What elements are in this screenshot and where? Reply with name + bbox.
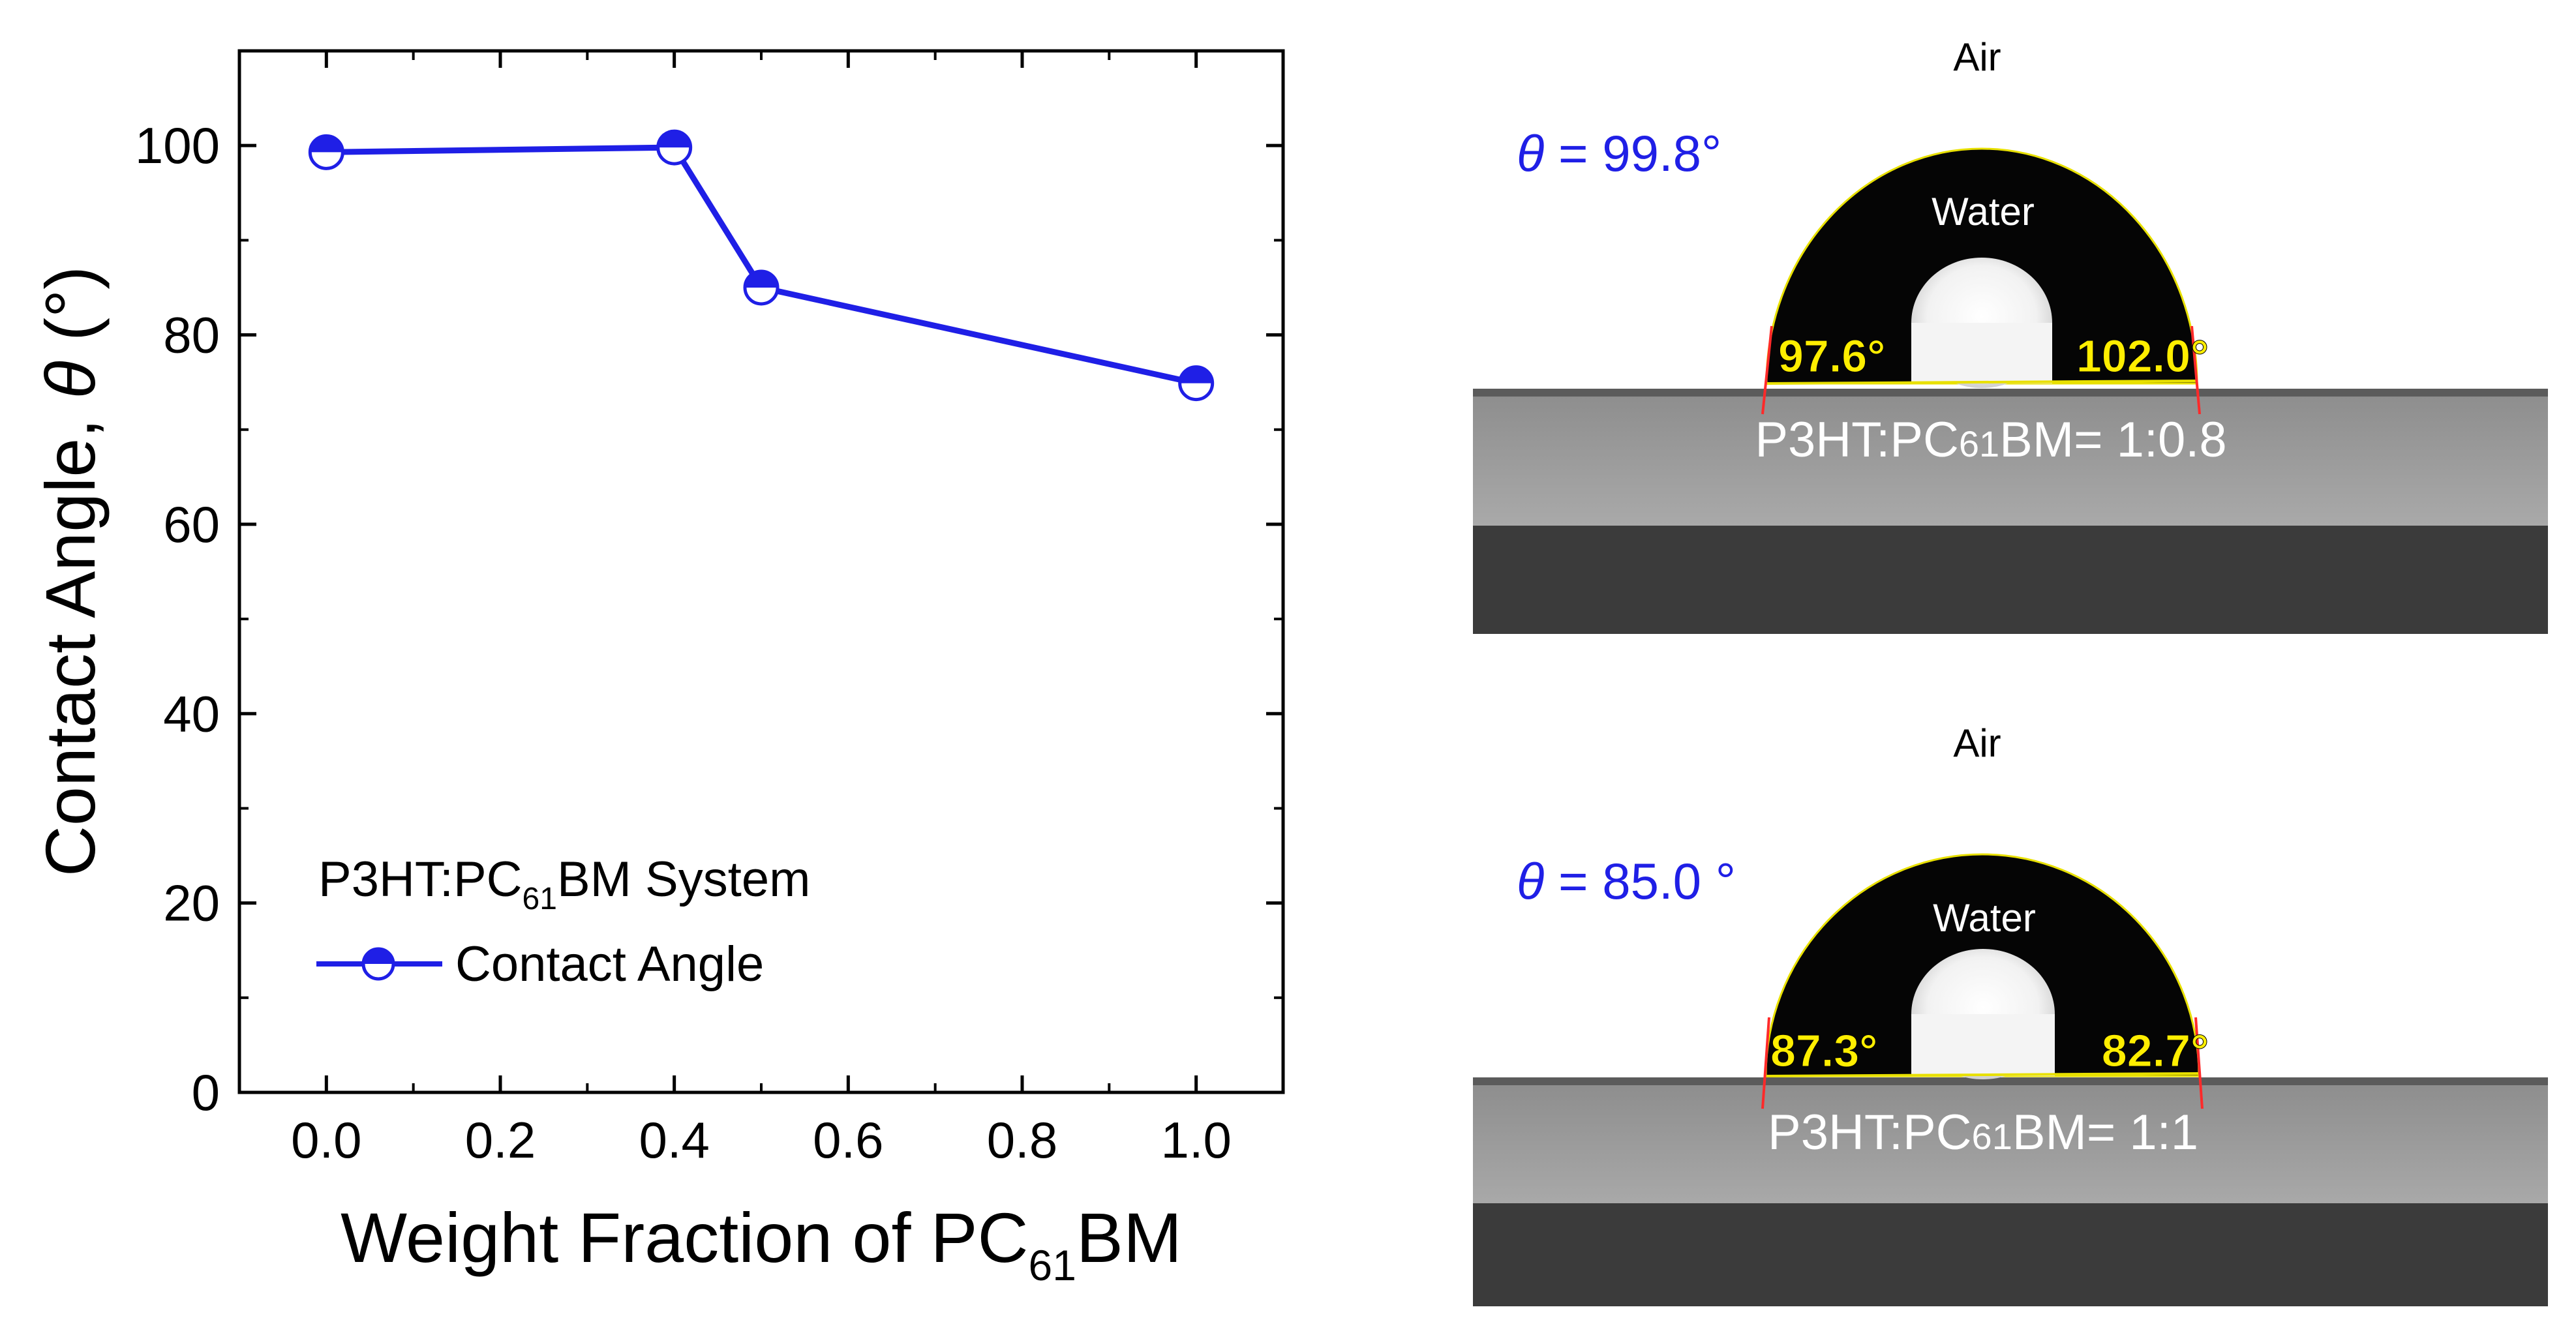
right-angle-2: 82.7° (2102, 1025, 2209, 1076)
y-axis-ticks: 0 20 40 60 80 100 (135, 117, 1283, 1121)
tangent-right-1 (2190, 325, 2201, 415)
data-point-fill (658, 131, 691, 148)
data-point (743, 269, 780, 306)
y-tick-label: 0 (192, 1064, 220, 1121)
droplet-glare-base-2 (1911, 1014, 2055, 1076)
contact-angle-chart: 0 20 40 60 80 100 0.0 0.2 0.4 0.6 0.8 1.0 Contact … (31, 49, 1285, 1289)
substrate-top-edge-1 (1473, 389, 2548, 397)
air-label-1: Air (1953, 35, 2001, 79)
y-tick-label: 60 (163, 496, 220, 553)
tangent-left-1 (1761, 325, 1773, 415)
droplet-photo-1: Air θ = 99.8° Water 97.6° 102.0° P3HT:PC… (1473, 35, 2548, 634)
y-tick-label: 20 (163, 875, 220, 932)
x-axis-label: Weight Fraction of PC61BM (341, 1198, 1182, 1289)
baseline-1 (1766, 380, 2198, 385)
ratio-label-1: P3HT:PC61BM= 1:0.8 (1755, 412, 2226, 468)
series-line (326, 144, 1197, 386)
water-label-2: Water (1933, 896, 2036, 940)
droplet-photo-2: Air θ = 85.0 ° Water 87.3° 82.7° P3HT:PC… (1473, 721, 2548, 1306)
y-tick-label: 100 (135, 117, 220, 174)
x-tick-label: 0.0 (291, 1111, 361, 1169)
ratio-label-2: P3HT:PC61BM= 1:1 (1768, 1105, 2198, 1160)
contact-angle-series (308, 129, 1215, 402)
x-tick-label: 0.2 (465, 1111, 536, 1169)
theta-label-2: θ = 85.0 ° (1517, 852, 1736, 910)
baseline-2 (1765, 1072, 2200, 1077)
air-label-2: Air (1953, 721, 2001, 765)
x-tick-label: 0.4 (639, 1111, 709, 1169)
droplet-glare-base-1 (1911, 323, 2052, 383)
data-point (1178, 365, 1215, 402)
substrate-lower-band-1 (1473, 526, 2548, 634)
substrate-top-edge-2 (1473, 1077, 2548, 1085)
data-point (656, 129, 693, 166)
right-angle-1: 102.0° (2076, 331, 2209, 382)
x-tick-label: 0.6 (813, 1111, 883, 1169)
water-label-1: Water (1932, 190, 2035, 233)
y-tick-label: 80 (163, 307, 220, 364)
legend-title: P3HT:PC61BM System (318, 852, 810, 916)
legend: P3HT:PC61BM System Contact Angle (316, 852, 810, 992)
data-point-fill (310, 136, 343, 153)
data-point-fill (745, 271, 778, 288)
left-angle-1: 97.6° (1778, 331, 1885, 382)
x-tick-label: 0.8 (987, 1111, 1057, 1169)
substrate-lower-band-2 (1473, 1203, 2548, 1306)
y-axis-label: Contact Angle, θ (°) (31, 266, 110, 877)
tangent-right-2 (2194, 1017, 2204, 1109)
data-point-fill (1179, 367, 1213, 383)
legend-entry: Contact Angle (455, 937, 764, 992)
x-tick-label: 1.0 (1160, 1111, 1231, 1169)
data-point (308, 134, 344, 170)
tangent-left-2 (1761, 1017, 1770, 1109)
y-tick-label: 40 (163, 685, 220, 742)
x-axis-ticks: 0.0 0.2 0.4 0.6 0.8 1.0 (238, 51, 1284, 1169)
legend-marker (361, 947, 395, 981)
theta-label-1: θ = 99.8° (1517, 125, 1721, 182)
left-angle-2: 87.3° (1770, 1025, 1877, 1076)
